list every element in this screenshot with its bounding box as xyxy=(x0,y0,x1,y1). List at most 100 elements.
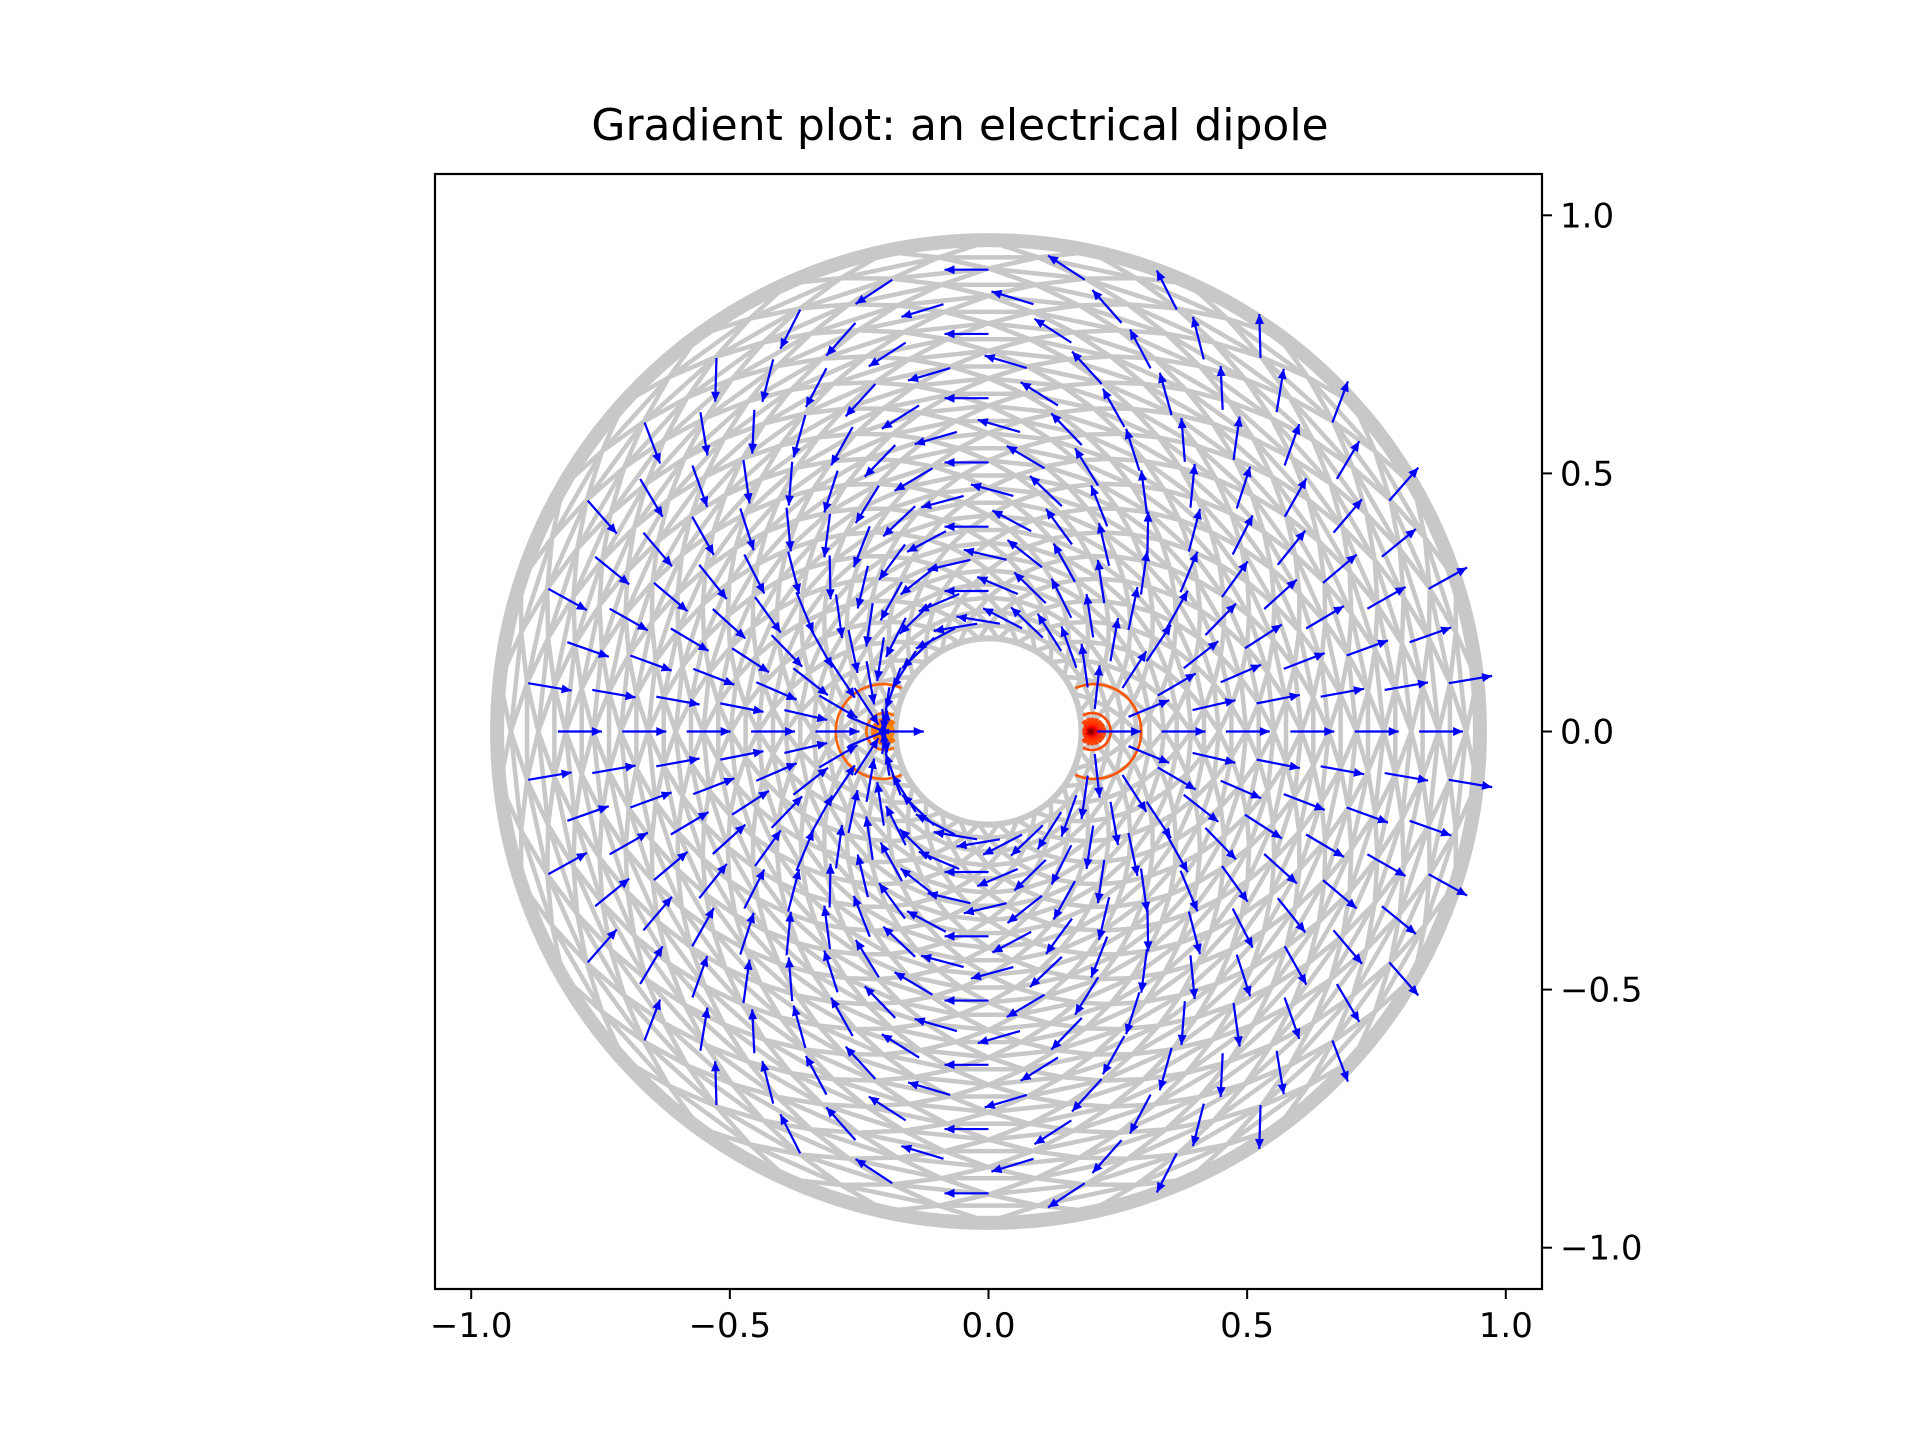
field-arrow-head xyxy=(1352,953,1362,964)
field-arrow xyxy=(691,955,709,998)
field-arrow xyxy=(1094,859,1106,904)
field-arrow-head xyxy=(1051,578,1061,590)
contour-line xyxy=(1074,682,1143,781)
field-arrow-head xyxy=(1189,900,1198,912)
field-arrow-head xyxy=(1092,1162,1103,1173)
field-arrow xyxy=(878,543,906,581)
field-arrow-head xyxy=(927,891,939,900)
field-arrow-head xyxy=(597,805,609,814)
field-arrow-head xyxy=(944,1124,955,1134)
field-arrow xyxy=(818,744,858,769)
field-arrow-head xyxy=(1131,865,1140,876)
field-arrow xyxy=(844,1045,877,1080)
field-arrow-head xyxy=(845,765,855,776)
field-arrow-head xyxy=(914,437,926,446)
field-arrow-head xyxy=(652,999,661,1011)
field-arrow-head xyxy=(886,646,895,658)
field-arrow-head xyxy=(944,1060,955,1070)
field-arrow-head xyxy=(977,878,989,887)
field-arrow xyxy=(1275,1050,1287,1095)
field-arrow xyxy=(1290,727,1335,736)
field-arrow xyxy=(1145,624,1172,662)
field-arrow-head xyxy=(743,959,753,971)
field-arrow-head xyxy=(704,544,714,555)
field-arrow xyxy=(1231,514,1254,555)
field-arrow-head xyxy=(944,458,955,467)
field-arrow xyxy=(1157,766,1197,791)
field-arrow xyxy=(881,1033,920,1059)
field-arrow xyxy=(1179,870,1199,912)
field-arrow xyxy=(1093,665,1103,710)
field-arrow-head xyxy=(855,1159,867,1169)
field-arrow xyxy=(1177,418,1187,462)
field-arrow xyxy=(566,805,610,822)
field-arrow xyxy=(586,499,618,535)
field-arrow-head xyxy=(956,613,968,623)
field-arrow xyxy=(882,925,916,958)
field-arrow-head xyxy=(817,685,828,696)
field-arrow xyxy=(1158,1047,1173,1091)
field-arrow-head xyxy=(1156,270,1166,282)
field-arrow xyxy=(779,309,802,350)
field-arrow xyxy=(670,811,710,836)
field-arrow xyxy=(874,637,885,682)
field-arrow xyxy=(1129,328,1152,369)
field-arrow-head xyxy=(755,582,765,594)
field-arrow-head xyxy=(760,1061,770,1072)
field-arrow xyxy=(1384,771,1429,784)
field-arrow xyxy=(1074,976,1100,1016)
field-arrow-head xyxy=(1053,543,1063,555)
field-arrow-head xyxy=(746,912,755,924)
field-arrow-head xyxy=(1051,873,1061,885)
field-arrow-head xyxy=(1453,727,1464,736)
field-arrow xyxy=(1121,774,1148,813)
field-arrow xyxy=(830,997,854,1037)
field-arrow-head xyxy=(1007,540,1019,550)
field-arrow-head xyxy=(970,971,982,981)
field-arrow-head xyxy=(748,1009,758,1020)
field-arrow-head xyxy=(867,758,877,770)
field-arrow xyxy=(787,868,801,912)
field-arrow-head xyxy=(1094,892,1104,904)
field-arrow-head xyxy=(1193,509,1202,520)
field-arrow xyxy=(642,532,673,567)
field-arrow-head xyxy=(918,603,930,612)
field-arrow xyxy=(914,1017,958,1033)
field-arrow-head xyxy=(836,627,846,638)
field-arrow xyxy=(795,829,815,872)
field-arrow-head xyxy=(1102,1063,1112,1075)
field-arrow-head xyxy=(823,950,832,962)
field-arrow-head xyxy=(879,569,889,580)
field-arrow xyxy=(865,758,877,802)
field-arrow-head xyxy=(1184,780,1196,790)
field-arrow-head xyxy=(984,354,996,363)
field-arrow-head xyxy=(1408,984,1419,996)
field-arrow xyxy=(1204,827,1237,861)
field-arrow-head xyxy=(711,1061,720,1072)
field-arrow xyxy=(1244,623,1283,650)
field-arrow xyxy=(686,727,731,736)
field-arrow xyxy=(1346,639,1389,657)
field-arrow xyxy=(1155,269,1178,311)
field-arrow-head xyxy=(1094,787,1103,798)
field-arrow xyxy=(785,461,794,506)
field-arrow-head xyxy=(1207,812,1219,822)
field-arrow-head xyxy=(944,867,955,877)
field-arrow xyxy=(933,622,978,634)
field-arrow xyxy=(834,594,846,639)
field-arrow xyxy=(1124,991,1141,1035)
field-arrow-head xyxy=(1072,351,1083,362)
field-arrow xyxy=(1093,753,1103,798)
field-arrow-head xyxy=(1090,966,1099,978)
field-arrow-head xyxy=(1177,418,1187,429)
field-arrow-head xyxy=(921,500,932,509)
field-arrow-head xyxy=(1030,476,1041,487)
field-arrow xyxy=(1124,428,1141,472)
field-arrow-head xyxy=(821,905,831,917)
chart-title: Gradient plot: an electrical dipole xyxy=(591,100,1329,151)
field-arrow-head xyxy=(1456,567,1468,577)
field-arrow-head xyxy=(977,1036,989,1045)
field-arrow xyxy=(1179,551,1199,593)
field-arrow xyxy=(1006,894,1043,924)
field-arrow xyxy=(825,1106,857,1141)
